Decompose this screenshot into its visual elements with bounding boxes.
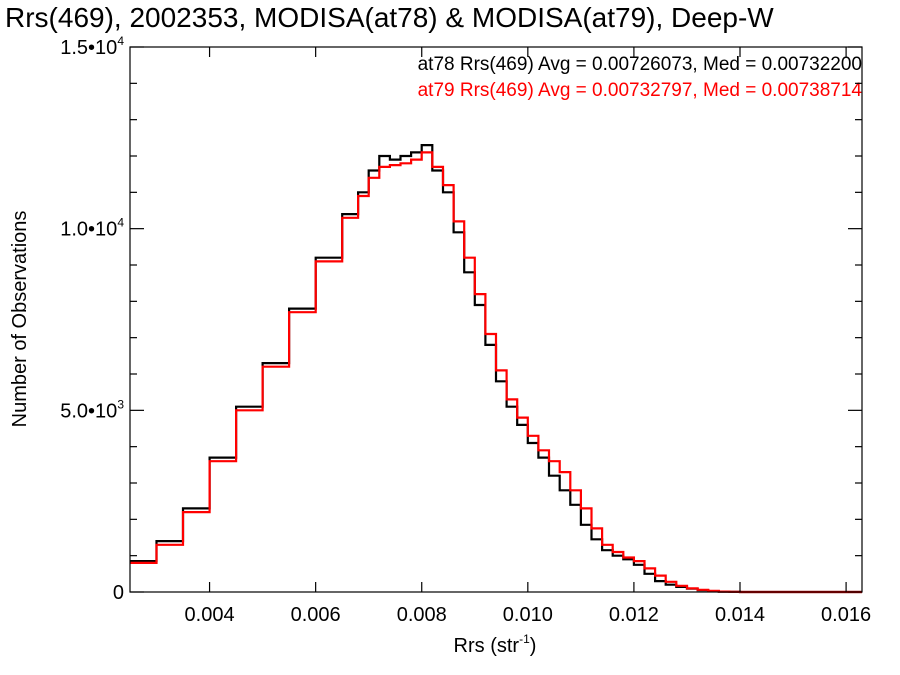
legend-entry-at79: at79 Rrs(469) Avg = 0.00732797, Med = 0.… [418, 80, 863, 101]
y-tick-label: 1.5•104 [60, 34, 124, 59]
x-axis-title: Rrs (str-1) [454, 632, 537, 657]
x-tick-label: 0.004 [185, 604, 235, 626]
legend: at78 Rrs(469) Avg = 0.00726073, Med = 0.… [418, 54, 863, 101]
chart-title: Rrs(469), 2002353, MODISA(at78) & MODISA… [5, 2, 774, 33]
y-axis: 0 5.0•103 1.0•104 1.5•104 [60, 34, 862, 604]
x-tick-label: 0.010 [503, 604, 553, 626]
legend-entry-at78: at78 Rrs(469) Avg = 0.00726073, Med = 0.… [418, 54, 862, 75]
y-tick-label: 5.0•103 [60, 397, 124, 422]
x-tick-label: 0.012 [609, 604, 659, 626]
x-tick-label: 0.006 [291, 604, 341, 626]
x-axis-title-text: Rrs (str [454, 635, 520, 657]
y-axis-title: Number of Observations [9, 211, 31, 428]
y-tick-label: 0 [113, 582, 124, 604]
x-axis-title-close: ) [530, 635, 537, 657]
x-axis: 0.004 0.006 0.008 0.010 0.012 0.014 0.016 [185, 47, 871, 626]
x-tick-label: 0.014 [715, 604, 765, 626]
y-tick-label: 1.0•104 [60, 216, 124, 241]
series-layer [130, 144, 862, 594]
plot-frame [129, 46, 863, 593]
x-axis-title-sup: -1 [519, 632, 530, 646]
x-tick-label: 0.016 [821, 604, 871, 626]
series-line-1 [130, 151, 862, 594]
x-tick-label: 0.008 [397, 604, 447, 626]
